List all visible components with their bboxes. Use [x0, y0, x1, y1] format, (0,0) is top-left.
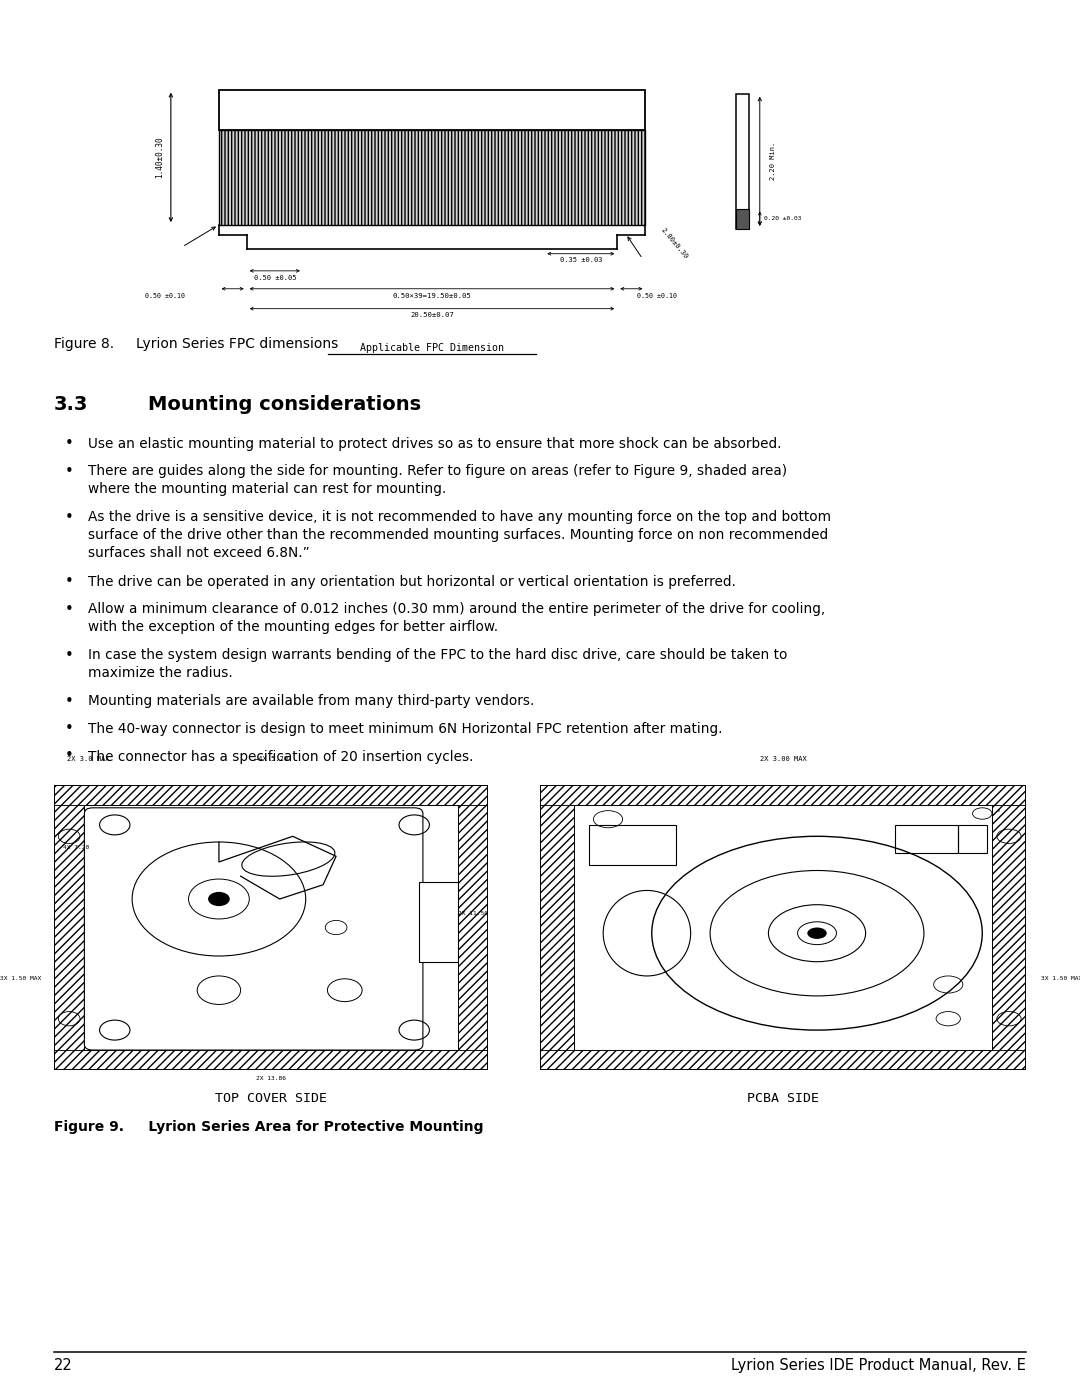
- Text: Allow a minimum clearance of 0.012 inches (0.30 mm) around the entire perimeter : Allow a minimum clearance of 0.012 inche…: [87, 602, 825, 634]
- Text: 0.35 ±0.03: 0.35 ±0.03: [559, 257, 602, 264]
- Bar: [54, 805, 84, 1051]
- Bar: [894, 824, 958, 854]
- Bar: [218, 89, 646, 130]
- Text: 0.50×39=19.50±0.05: 0.50×39=19.50±0.05: [393, 292, 471, 299]
- Text: 0.50 ±0.05: 0.50 ±0.05: [254, 275, 296, 281]
- Bar: [218, 130, 646, 225]
- Text: PCBA SIDE: PCBA SIDE: [747, 1092, 819, 1105]
- Bar: [540, 1051, 1026, 1070]
- Text: 3X 1.50 MAX→: 3X 1.50 MAX→: [1041, 977, 1080, 981]
- Text: 0.50 ±0.10: 0.50 ±0.10: [145, 292, 186, 299]
- Text: •: •: [65, 749, 73, 764]
- Text: 4X 7.20: 4X 7.20: [63, 845, 89, 851]
- Bar: [575, 805, 993, 1051]
- Bar: [54, 1051, 488, 1070]
- Text: There are guides along the side for mounting. Refer to figure on areas (refer to: There are guides along the side for moun…: [87, 464, 787, 496]
- Bar: [958, 824, 987, 854]
- Bar: [737, 94, 750, 229]
- Text: In case the system design warrants bending of the FPC to the hard disc drive, ca: In case the system design warrants bendi…: [87, 648, 787, 680]
- Text: Lyrion Series IDE Product Manual, Rev. E: Lyrion Series IDE Product Manual, Rev. E: [731, 1358, 1026, 1373]
- FancyBboxPatch shape: [84, 807, 423, 1051]
- Bar: [84, 805, 458, 1051]
- Text: 3X 1.50 MAX: 3X 1.50 MAX: [0, 977, 41, 981]
- Text: TOP COVER SIDE: TOP COVER SIDE: [215, 1092, 327, 1105]
- Text: The connector has a specification of 20 insertion cycles.: The connector has a specification of 20 …: [87, 750, 473, 764]
- Bar: [54, 785, 488, 805]
- Text: Figure 9.     Lyrion Series Area for Protective Mounting: Figure 9. Lyrion Series Area for Protect…: [54, 1120, 484, 1134]
- Text: Figure 8.     Lyrion Series FPC dimensions: Figure 8. Lyrion Series FPC dimensions: [54, 337, 338, 351]
- Text: The drive can be operated in any orientation but horizontal or vertical orientat: The drive can be operated in any orienta…: [87, 576, 735, 590]
- Text: 20.50±0.07: 20.50±0.07: [410, 313, 454, 319]
- Bar: [993, 805, 1026, 1051]
- Text: •: •: [65, 721, 73, 736]
- Circle shape: [208, 891, 230, 907]
- Text: •: •: [65, 602, 73, 616]
- Text: Mounting materials are available from many third-party vendors.: Mounting materials are available from ma…: [87, 694, 535, 708]
- Text: 2.80±0.30: 2.80±0.30: [660, 226, 689, 260]
- Text: 2X 3.00 MAX: 2X 3.00 MAX: [759, 756, 807, 763]
- Text: °: °: [997, 810, 1000, 816]
- Text: ←4X 5.70: ←4X 5.70: [254, 756, 288, 763]
- Circle shape: [807, 928, 827, 939]
- Text: •: •: [65, 436, 73, 451]
- Text: 2X 13.86: 2X 13.86: [256, 1076, 286, 1081]
- Text: •: •: [65, 693, 73, 708]
- Text: •: •: [65, 510, 73, 524]
- Bar: [589, 824, 676, 865]
- Text: 2X 11.50: 2X 11.50: [458, 911, 488, 916]
- Bar: [737, 208, 750, 229]
- Text: Use an elastic mounting material to protect drives so as to ensure that more sho: Use an elastic mounting material to prot…: [87, 437, 782, 451]
- Text: •: •: [65, 647, 73, 662]
- Text: As the drive is a sensitive device, it is not recommended to have any mounting f: As the drive is a sensitive device, it i…: [87, 510, 832, 560]
- Text: 1.40±0.30: 1.40±0.30: [156, 137, 164, 179]
- Text: 3.3: 3.3: [54, 395, 89, 414]
- Text: •: •: [65, 574, 73, 590]
- Text: 0.20 ±0.03: 0.20 ±0.03: [765, 217, 801, 221]
- Text: Mounting considerations: Mounting considerations: [148, 395, 421, 414]
- Text: The 40-way connector is design to meet minimum 6N Horizontal FPC retention after: The 40-way connector is design to meet m…: [87, 722, 723, 736]
- Bar: [540, 785, 1026, 805]
- Bar: [458, 805, 488, 1051]
- Text: 2.20 Min.: 2.20 Min.: [770, 142, 777, 180]
- Text: •: •: [65, 464, 73, 479]
- Text: Applicable FPC Dimension: Applicable FPC Dimension: [360, 344, 504, 353]
- Text: 22: 22: [54, 1358, 72, 1373]
- Text: 2X 3.0 MAX: 2X 3.0 MAX: [67, 756, 109, 763]
- Text: 0.50 ±0.10: 0.50 ±0.10: [636, 292, 677, 299]
- Bar: [540, 805, 575, 1051]
- Bar: [419, 882, 458, 961]
